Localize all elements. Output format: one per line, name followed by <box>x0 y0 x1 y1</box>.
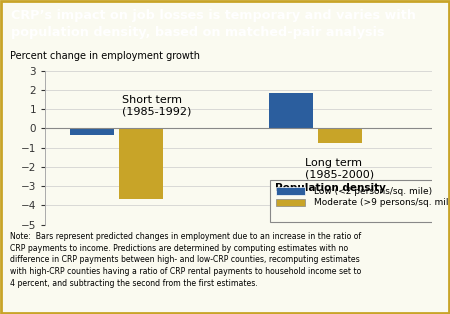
Text: Short term
(1985-1992): Short term (1985-1992) <box>122 95 191 117</box>
Bar <box>276 199 306 206</box>
Bar <box>269 93 313 128</box>
Bar <box>318 128 362 143</box>
Text: Low (<2 persons/sq. mile): Low (<2 persons/sq. mile) <box>314 187 432 196</box>
Bar <box>270 180 437 222</box>
Bar <box>70 128 114 135</box>
Text: Percent change in employment growth: Percent change in employment growth <box>10 51 200 62</box>
Text: Moderate (>9 persons/sq. mile): Moderate (>9 persons/sq. mile) <box>314 198 450 208</box>
Text: Population density: Population density <box>275 182 386 192</box>
Text: Long term
(1985-2000): Long term (1985-2000) <box>305 158 374 180</box>
Bar <box>119 128 163 198</box>
Bar <box>276 187 306 195</box>
Text: Note:  Bars represent predicted changes in employment due to an increase in the : Note: Bars represent predicted changes i… <box>10 232 361 288</box>
Text: CRP’s impact on job losses is temporary and varies with
population density, base: CRP’s impact on job losses is temporary … <box>11 9 416 40</box>
